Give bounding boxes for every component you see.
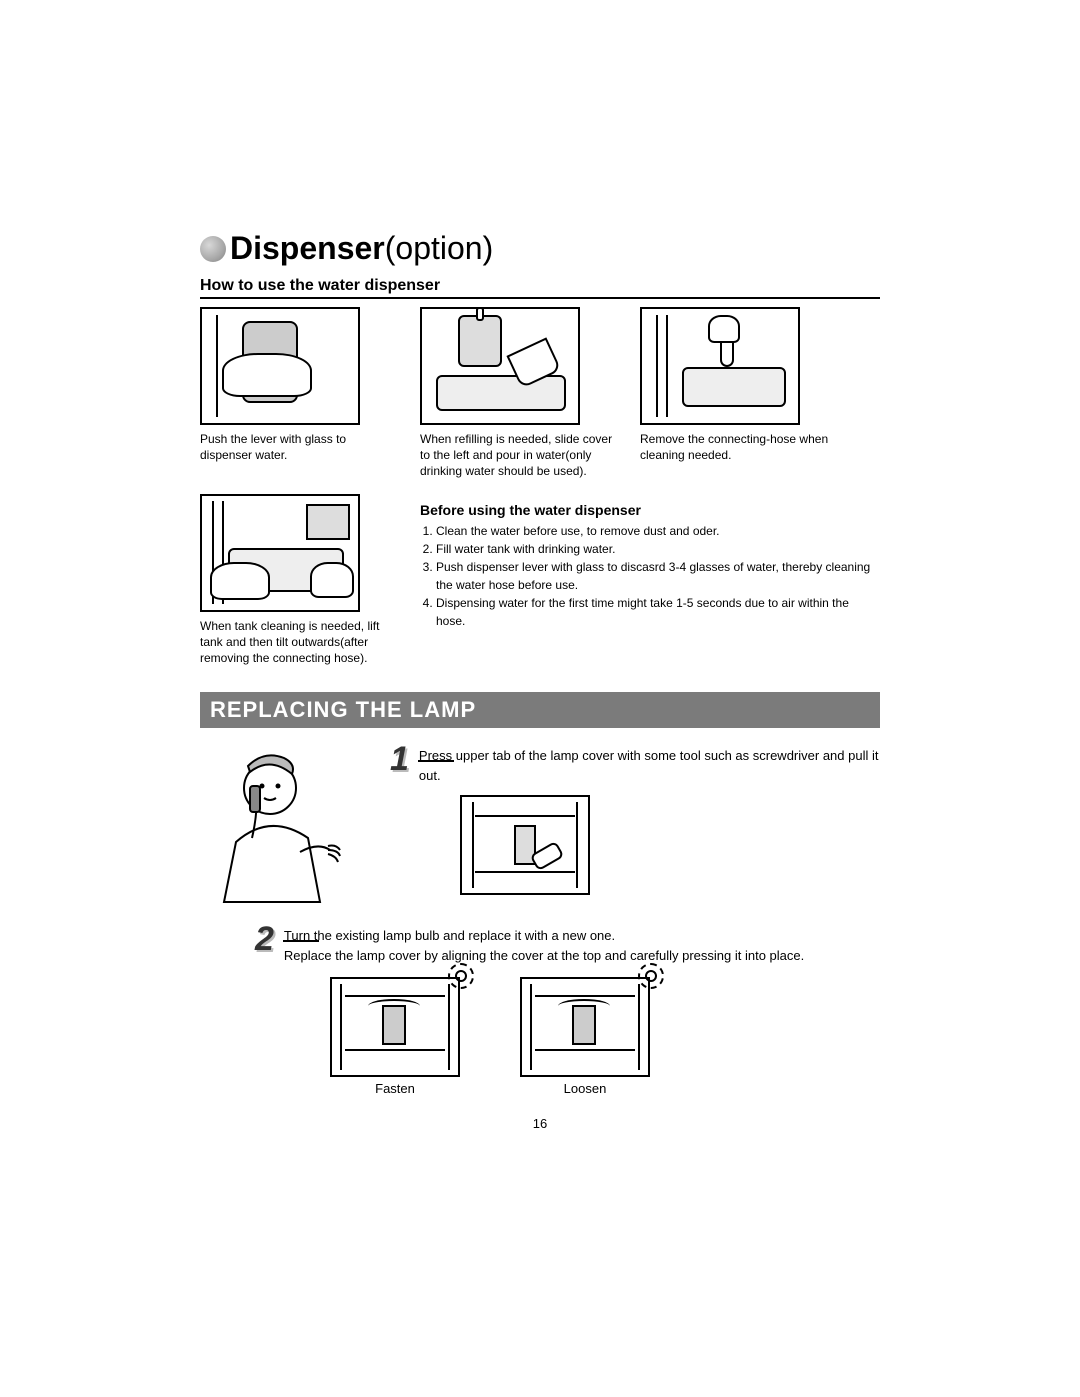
instruction-row-2: When tank cleaning is needed, lift tank … <box>200 494 880 667</box>
before-item: Fill water tank with drinking water. <box>436 540 880 558</box>
before-list: Clean the water before use, to remove du… <box>420 522 880 630</box>
title-bold: Dispenser <box>230 230 385 267</box>
subheading-how-to-use: How to use the water dispenser <box>200 277 880 299</box>
fasten-label: Fasten <box>330 1081 460 1096</box>
illustration-fasten <box>330 977 460 1077</box>
before-using-block: Before using the water dispenser Clean t… <box>420 494 880 667</box>
title-light: (option) <box>385 230 494 267</box>
instruction-block-2: When refilling is needed, slide cover to… <box>420 307 620 480</box>
before-item: Push dispenser lever with glass to disca… <box>436 558 880 594</box>
fasten-loosen-row: Fasten Loosen <box>330 977 880 1096</box>
loosen-label: Loosen <box>520 1081 650 1096</box>
illustration-push-lever <box>200 307 360 425</box>
dial-icon <box>448 963 474 989</box>
loosen-block: Loosen <box>520 977 650 1096</box>
instruction-row-1: Push the lever with glass to dispenser w… <box>200 307 880 480</box>
illustration-lamp-cover <box>460 795 590 895</box>
instruction-block-4: When tank cleaning is needed, lift tank … <box>200 494 400 667</box>
page-title-row: Dispenser (option) <box>200 230 880 267</box>
bullet-sphere-icon <box>200 236 226 262</box>
illustration-lift-tank <box>200 494 360 612</box>
manual-page: Dispenser (option) How to use the water … <box>0 0 1080 1131</box>
instruction-block-3: Remove the connecting-hose when cleaning… <box>640 307 840 480</box>
caption-3: Remove the connecting-hose when cleaning… <box>640 431 840 463</box>
step2-text: Turn the existing lamp bulb and replace … <box>284 922 804 965</box>
caption-2: When refilling is needed, slide cover to… <box>420 431 620 480</box>
step1-row: 1 Press upper tab of the lamp cover with… <box>390 742 880 785</box>
section-bar-replacing-lamp: REPLACING THE LAMP <box>200 692 880 728</box>
page-number: 16 <box>200 1116 880 1131</box>
step-number-1: 1 <box>390 742 409 776</box>
instruction-block-1: Push the lever with glass to dispenser w… <box>200 307 400 480</box>
fasten-block: Fasten <box>330 977 460 1096</box>
before-item: Dispensing water for the first time migh… <box>436 594 880 630</box>
before-item: Clean the water before use, to remove du… <box>436 522 880 540</box>
illustration-refill <box>420 307 580 425</box>
before-heading: Before using the water dispenser <box>420 502 880 518</box>
caption-4: When tank cleaning is needed, lift tank … <box>200 618 400 667</box>
illustration-person <box>200 742 370 912</box>
illustration-loosen <box>520 977 650 1077</box>
step1-text: Press upper tab of the lamp cover with s… <box>419 742 880 785</box>
illustration-remove-hose <box>640 307 800 425</box>
step2-row: 2 Turn the existing lamp bulb and replac… <box>255 922 880 965</box>
lamp-step1-row: 1 Press upper tab of the lamp cover with… <box>200 742 880 912</box>
dial-icon <box>638 963 664 989</box>
step1-column: 1 Press upper tab of the lamp cover with… <box>390 742 880 895</box>
caption-1: Push the lever with glass to dispenser w… <box>200 431 400 463</box>
step-number-2: 2 <box>255 922 274 956</box>
